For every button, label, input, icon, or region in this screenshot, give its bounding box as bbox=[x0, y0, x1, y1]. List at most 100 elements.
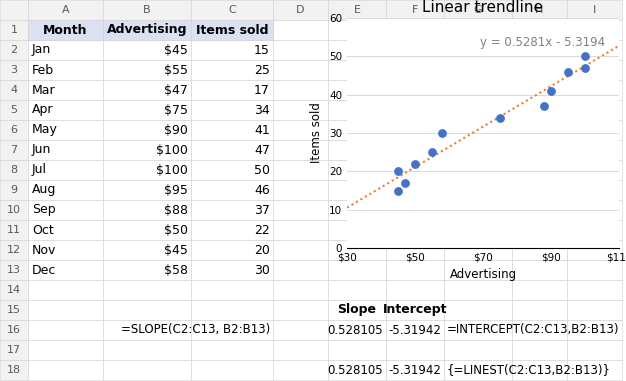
Bar bbox=[0, 100, 28, 120]
Bar bbox=[103, 240, 191, 260]
Bar bbox=[512, 240, 567, 260]
Text: Nov: Nov bbox=[32, 243, 56, 256]
Bar bbox=[0, 360, 28, 380]
Bar bbox=[328, 80, 386, 100]
Bar bbox=[191, 20, 273, 40]
Bar bbox=[0, 160, 28, 180]
Bar bbox=[0, 120, 28, 140]
Bar bbox=[512, 40, 567, 60]
Text: 30: 30 bbox=[254, 264, 270, 277]
Bar bbox=[512, 340, 567, 360]
Bar bbox=[512, 20, 567, 40]
Point bbox=[495, 115, 505, 121]
Bar bbox=[273, 120, 328, 140]
Text: 11: 11 bbox=[7, 225, 21, 235]
Bar bbox=[444, 340, 512, 360]
Bar bbox=[0, 300, 28, 320]
Bar bbox=[0, 340, 28, 360]
Bar bbox=[386, 280, 444, 300]
Bar bbox=[567, 100, 622, 120]
Bar bbox=[28, 200, 103, 220]
Bar bbox=[273, 20, 328, 40]
Bar bbox=[328, 100, 386, 120]
Text: G: G bbox=[474, 5, 482, 15]
Bar bbox=[28, 360, 103, 380]
Bar bbox=[273, 320, 328, 340]
Bar bbox=[0, 220, 28, 240]
Bar bbox=[28, 240, 103, 260]
Text: 9: 9 bbox=[11, 185, 18, 195]
Bar bbox=[191, 100, 273, 120]
Point bbox=[400, 180, 410, 186]
Text: 14: 14 bbox=[7, 285, 21, 295]
Bar bbox=[103, 140, 191, 160]
Bar bbox=[328, 360, 386, 380]
Text: 8: 8 bbox=[11, 165, 18, 175]
Bar bbox=[28, 0, 103, 20]
Bar bbox=[28, 80, 103, 100]
Bar bbox=[328, 160, 386, 180]
Bar bbox=[567, 60, 622, 80]
Bar bbox=[512, 120, 567, 140]
Bar bbox=[567, 260, 622, 280]
Bar bbox=[191, 280, 273, 300]
Text: C: C bbox=[228, 5, 236, 15]
Text: Intercept: Intercept bbox=[382, 304, 447, 317]
Bar bbox=[28, 60, 103, 80]
Text: 22: 22 bbox=[254, 224, 270, 237]
Bar bbox=[512, 220, 567, 240]
Bar bbox=[386, 340, 444, 360]
Point bbox=[437, 130, 447, 136]
Text: =SLOPE(C2:C13, B2:B13): =SLOPE(C2:C13, B2:B13) bbox=[121, 323, 270, 336]
Bar bbox=[444, 200, 512, 220]
Bar bbox=[386, 100, 444, 120]
Bar bbox=[386, 0, 444, 20]
Bar bbox=[386, 360, 444, 380]
Bar bbox=[273, 80, 328, 100]
Bar bbox=[103, 360, 191, 380]
Text: 17: 17 bbox=[7, 345, 21, 355]
Bar bbox=[28, 340, 103, 360]
Bar bbox=[103, 0, 191, 20]
Bar bbox=[191, 60, 273, 80]
Bar bbox=[28, 280, 103, 300]
Bar bbox=[567, 320, 622, 340]
Bar bbox=[444, 60, 512, 80]
Bar bbox=[103, 340, 191, 360]
Text: $58: $58 bbox=[164, 264, 188, 277]
Text: 4: 4 bbox=[11, 85, 18, 95]
Bar bbox=[273, 0, 328, 20]
Bar bbox=[0, 40, 28, 60]
Text: y = 0.5281x - 5.3194: y = 0.5281x - 5.3194 bbox=[480, 37, 605, 50]
Bar bbox=[191, 20, 273, 40]
Bar bbox=[28, 120, 103, 140]
Point bbox=[580, 53, 590, 59]
Bar bbox=[28, 140, 103, 160]
Bar bbox=[191, 200, 273, 220]
Bar bbox=[567, 140, 622, 160]
Bar bbox=[0, 20, 28, 40]
Bar bbox=[386, 300, 444, 320]
Bar bbox=[328, 60, 386, 80]
Bar bbox=[444, 300, 512, 320]
Bar bbox=[328, 120, 386, 140]
Bar bbox=[103, 280, 191, 300]
Text: 41: 41 bbox=[254, 123, 270, 136]
Bar bbox=[28, 40, 103, 60]
Text: 25: 25 bbox=[254, 64, 270, 77]
Bar bbox=[0, 140, 28, 160]
Bar bbox=[28, 320, 103, 340]
Bar bbox=[386, 140, 444, 160]
Text: 0.528105: 0.528105 bbox=[327, 323, 383, 336]
Bar bbox=[0, 280, 28, 300]
Bar bbox=[386, 40, 444, 60]
Bar bbox=[567, 160, 622, 180]
Bar bbox=[273, 340, 328, 360]
Text: 7: 7 bbox=[11, 145, 18, 155]
Text: $45: $45 bbox=[164, 243, 188, 256]
Text: $100: $100 bbox=[156, 163, 188, 176]
Bar bbox=[444, 100, 512, 120]
Text: E: E bbox=[354, 5, 361, 15]
Bar bbox=[0, 180, 28, 200]
Bar bbox=[328, 20, 386, 40]
